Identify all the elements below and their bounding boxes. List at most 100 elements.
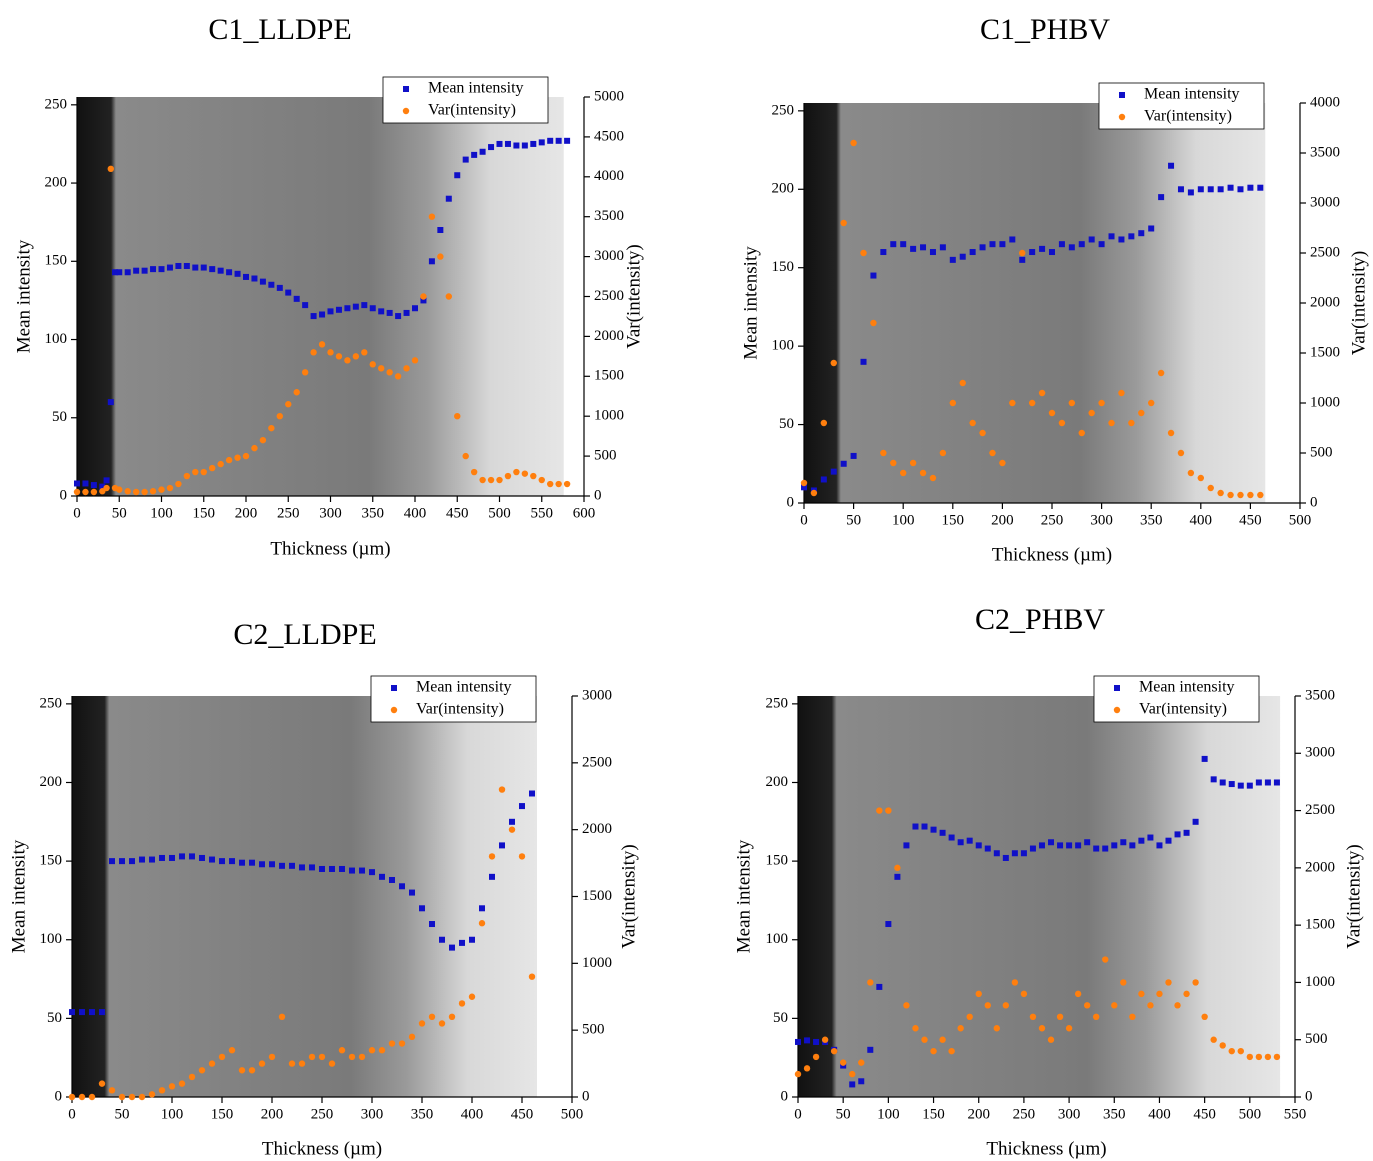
mean-point xyxy=(870,272,877,279)
mean-point xyxy=(957,839,964,846)
mean-point xyxy=(959,253,966,260)
x-tick-label: 350 xyxy=(1140,512,1163,528)
var-point xyxy=(107,165,115,173)
var-point xyxy=(148,1091,156,1098)
y2-tick-label: 0 xyxy=(594,487,602,503)
var-point xyxy=(555,480,562,488)
var-point xyxy=(508,826,516,833)
y2-tick-label: 3500 xyxy=(1310,144,1340,160)
var-point xyxy=(1228,1047,1235,1055)
var-point xyxy=(209,464,216,472)
mean-point xyxy=(352,303,359,310)
x-tick-label: 450 xyxy=(1193,1106,1216,1122)
var-point xyxy=(903,1002,910,1009)
mean-point xyxy=(302,302,309,309)
y-tick-label: 50 xyxy=(779,416,794,432)
var-point xyxy=(128,1093,136,1101)
var-point xyxy=(1028,399,1036,407)
var-point xyxy=(528,973,536,980)
var-point xyxy=(1138,990,1145,998)
mean-point xyxy=(1217,186,1224,193)
var-point xyxy=(108,1087,116,1094)
mean-point xyxy=(1227,184,1234,191)
mean-point xyxy=(419,905,425,912)
var-point xyxy=(1038,1025,1046,1032)
y2-tick-label: 500 xyxy=(594,448,617,464)
var-point xyxy=(238,1067,246,1074)
y2-tick-label: 2000 xyxy=(1310,294,1340,310)
mean-point xyxy=(939,829,946,836)
mean-point xyxy=(849,1081,856,1088)
mean-point xyxy=(1219,779,1226,786)
mean-point xyxy=(912,823,919,830)
var-point xyxy=(428,213,436,220)
var-point xyxy=(308,1053,316,1061)
mean-point xyxy=(103,477,110,484)
var-point xyxy=(1019,249,1026,257)
y2-tick-label: 0 xyxy=(1305,1088,1313,1104)
mean-point xyxy=(1210,776,1217,783)
mean-point xyxy=(239,859,245,866)
legend-box xyxy=(1093,675,1260,723)
var-point xyxy=(258,1060,266,1067)
mean-point xyxy=(1088,236,1095,243)
x-tick-label: 0 xyxy=(73,505,81,521)
mean-point xyxy=(268,281,275,288)
mean-point xyxy=(900,241,907,248)
x-tick-label: 400 xyxy=(1148,1106,1171,1122)
legend-marker xyxy=(390,706,398,714)
var-point xyxy=(1074,990,1082,998)
y-tick-label: 100 xyxy=(40,931,63,947)
mean-point xyxy=(975,842,982,849)
mean-point xyxy=(984,845,991,852)
mean-point xyxy=(1129,842,1136,849)
var-point xyxy=(352,353,360,360)
mean-point xyxy=(1020,850,1027,857)
var-point xyxy=(200,468,207,476)
mean-point xyxy=(1049,249,1055,256)
mean-point xyxy=(860,358,867,365)
y-axis-label: Mean intensity xyxy=(740,246,761,360)
mean-point xyxy=(412,305,418,312)
var-point xyxy=(1273,1053,1281,1061)
var-point xyxy=(880,449,887,457)
mean-point xyxy=(547,137,554,144)
var-point xyxy=(858,1059,865,1066)
mean-point xyxy=(437,227,444,233)
var-point xyxy=(1217,489,1224,497)
legend-label: Var(intensity) xyxy=(416,701,504,718)
var-point xyxy=(957,1025,964,1032)
y-tick-label: 150 xyxy=(766,853,789,869)
mean-point xyxy=(217,267,224,274)
x-tick-label: 250 xyxy=(277,505,300,521)
mean-point xyxy=(116,269,123,276)
var-point xyxy=(398,1040,406,1047)
var-point xyxy=(328,1060,336,1067)
mean-point xyxy=(107,399,114,406)
var-point xyxy=(966,1013,973,1020)
var-point xyxy=(1157,369,1165,377)
mean-point xyxy=(276,284,283,291)
mean-point xyxy=(949,256,956,263)
mean-point xyxy=(1237,186,1244,193)
mean-point xyxy=(876,983,883,990)
var-point xyxy=(208,1060,216,1067)
var-point xyxy=(78,1093,86,1101)
var-point xyxy=(327,349,334,356)
var-point xyxy=(1078,429,1085,437)
mean-point xyxy=(993,850,1000,857)
mean-point xyxy=(1068,244,1075,251)
mean-point xyxy=(259,861,265,868)
var-point xyxy=(82,488,89,496)
var-point xyxy=(1108,419,1115,427)
mean-point xyxy=(1187,189,1194,196)
y2-axis-label: Var(intensity) xyxy=(1348,251,1369,355)
legend-box xyxy=(382,76,549,124)
x-tick-label: 50 xyxy=(836,1106,851,1122)
y-tick-label: 200 xyxy=(40,774,63,790)
mean-point xyxy=(226,269,233,276)
mean-point xyxy=(82,480,89,487)
y2-axis-label: Var(intensity) xyxy=(623,244,644,348)
y2-tick-label: 500 xyxy=(582,1022,605,1038)
var-point xyxy=(116,486,123,493)
